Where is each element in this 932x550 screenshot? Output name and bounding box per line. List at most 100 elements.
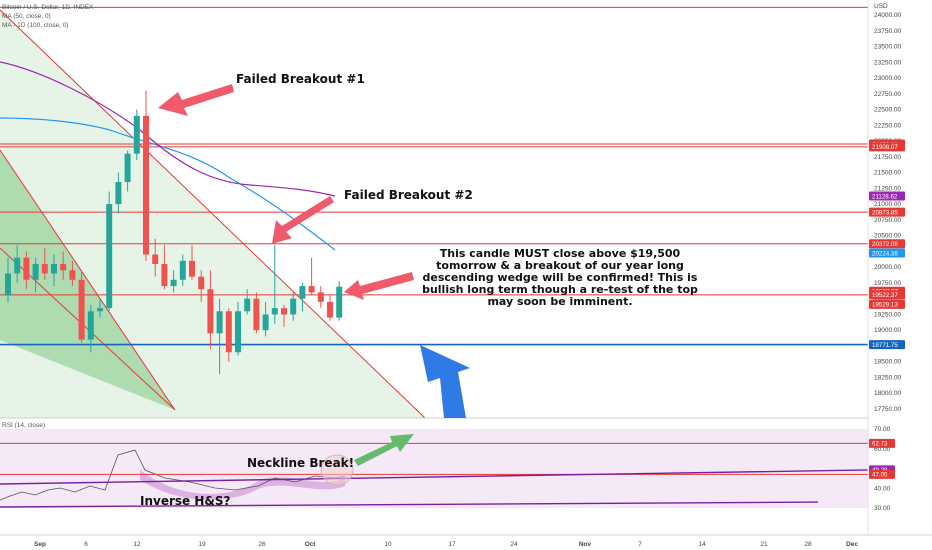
rsi-tick-label: 70.00 bbox=[874, 426, 891, 433]
price-tick-label: 21500.00 bbox=[874, 170, 901, 177]
candle-body bbox=[14, 257, 21, 274]
price-tick-label: 19750.00 bbox=[874, 280, 901, 287]
x-tick-label: 14 bbox=[698, 541, 706, 548]
wedge-upper-line bbox=[0, 9, 426, 418]
candle-body bbox=[124, 153, 131, 183]
legend-title: Bitcoin / U.S. Dollar, 1D, INDEX bbox=[2, 4, 94, 11]
candle-body bbox=[115, 182, 122, 205]
failed-breakout-2-label: Failed Breakout #2 bbox=[344, 188, 473, 202]
wedge-note: This candle MUST close above $19,500 tom… bbox=[422, 247, 698, 308]
candle-body bbox=[262, 314, 269, 331]
price-badge-label: 20372.08 bbox=[872, 241, 898, 248]
candle-body bbox=[271, 308, 278, 315]
candle-body bbox=[336, 286, 343, 318]
price-tick-label: 18250.00 bbox=[874, 374, 901, 381]
candle-body bbox=[308, 286, 315, 293]
rsi-tick-label: 30.00 bbox=[874, 505, 891, 512]
rsi-badge-label: 62.73 bbox=[872, 441, 888, 448]
inverse-hs-fill bbox=[140, 470, 345, 500]
price-tick-label: 20000.00 bbox=[874, 264, 901, 271]
inverse-hs-label: Inverse H&S? bbox=[140, 494, 231, 508]
price-badge-label: 20224.36 bbox=[872, 250, 898, 257]
candle-body bbox=[317, 292, 324, 302]
legend-ma1: MA (50, close, 0) bbox=[2, 13, 51, 20]
rsi-badge bbox=[869, 469, 895, 479]
rsi-badge-label: 47.05 bbox=[872, 472, 888, 479]
candle-body bbox=[299, 286, 306, 299]
price-badge-label: 20873.85 bbox=[872, 209, 898, 216]
blue-arrow-support bbox=[420, 345, 470, 418]
price-badge bbox=[869, 239, 905, 249]
candle-body bbox=[290, 298, 297, 315]
candle-body bbox=[32, 264, 39, 280]
price-badge-label: 21128.62 bbox=[872, 193, 898, 200]
x-tick-label: Nov bbox=[579, 541, 592, 548]
candle-body bbox=[189, 260, 195, 277]
legend-ma2: MA - 1D (100, close, 0) bbox=[2, 22, 69, 29]
candle-body bbox=[216, 311, 223, 334]
price-tick-label: 18500.00 bbox=[874, 359, 901, 366]
x-tick-label: Oct bbox=[305, 541, 317, 548]
candle-body bbox=[327, 301, 333, 318]
candle-body bbox=[244, 298, 251, 312]
failed-breakout-1-label: Failed Breakout #1 bbox=[236, 72, 365, 86]
price-tick-label: 22250.00 bbox=[874, 122, 901, 129]
x-tick-label: 19 bbox=[198, 541, 206, 548]
price-tick-label: 23250.00 bbox=[874, 59, 901, 66]
price-tick-label: 17750.00 bbox=[874, 406, 901, 413]
neckline-break-label: Neckline Break! bbox=[247, 456, 355, 470]
candle-body bbox=[60, 264, 67, 271]
candle-body bbox=[97, 308, 103, 312]
price-badge bbox=[869, 340, 905, 350]
rsi-support-line bbox=[0, 501, 819, 508]
price-badge-label: 19529.13 bbox=[872, 302, 898, 309]
candle-body bbox=[5, 273, 11, 296]
candle-body bbox=[198, 276, 205, 290]
price-badge bbox=[869, 207, 905, 217]
candle-body bbox=[161, 264, 168, 287]
red-arrow-breakout-2 bbox=[272, 196, 334, 244]
price-badge-label: 21908.07 bbox=[872, 144, 898, 151]
x-tick-label: 26 bbox=[258, 541, 266, 548]
candle-body bbox=[235, 311, 241, 353]
rsi-band bbox=[0, 429, 868, 508]
x-tick-label: Sep bbox=[34, 541, 46, 548]
neckline-trendline bbox=[0, 469, 869, 485]
rsi-tick-label: 60.00 bbox=[874, 446, 891, 453]
candle-body bbox=[41, 264, 48, 274]
price-tick-label: 23750.00 bbox=[874, 28, 901, 35]
legend-rsi: RSI (14, close) bbox=[2, 422, 45, 429]
rsi-badge bbox=[869, 438, 895, 448]
candle-body bbox=[170, 279, 177, 287]
x-tick-label: 21 bbox=[760, 541, 768, 548]
price-tick-label: 22500.00 bbox=[874, 107, 901, 114]
x-tick-label: Dec bbox=[846, 541, 858, 548]
red-arrow-candle bbox=[344, 272, 414, 300]
price-badge bbox=[869, 191, 905, 201]
x-tick-label: 28 bbox=[804, 541, 812, 548]
price-tick-label: 20750.00 bbox=[874, 217, 901, 224]
price-badge bbox=[869, 290, 905, 300]
price-tick-label: 23500.00 bbox=[874, 44, 901, 51]
ma50-line bbox=[0, 117, 336, 251]
price-tick-label: 23000.00 bbox=[874, 75, 901, 82]
price-badge bbox=[869, 142, 905, 152]
price-tick-label: 20500.00 bbox=[874, 233, 901, 240]
x-tick-label: 12 bbox=[133, 541, 141, 548]
price-unit-label: USD bbox=[874, 3, 888, 10]
candle-body bbox=[106, 204, 113, 309]
x-tick-label: 10 bbox=[384, 541, 392, 548]
candle-body bbox=[133, 115, 140, 154]
candle-body bbox=[23, 257, 30, 280]
candle-body bbox=[225, 311, 232, 353]
price-tick-label: 24000.00 bbox=[874, 12, 901, 19]
candle-body bbox=[281, 308, 287, 315]
price-tick-label: 22750.00 bbox=[874, 91, 901, 98]
candle-body bbox=[152, 254, 159, 265]
neckline-highlight-circle bbox=[320, 454, 354, 486]
ma100-line bbox=[0, 61, 336, 197]
price-badge-label: 19522.37 bbox=[872, 292, 898, 299]
price-tick-label: 21250.00 bbox=[874, 185, 901, 192]
